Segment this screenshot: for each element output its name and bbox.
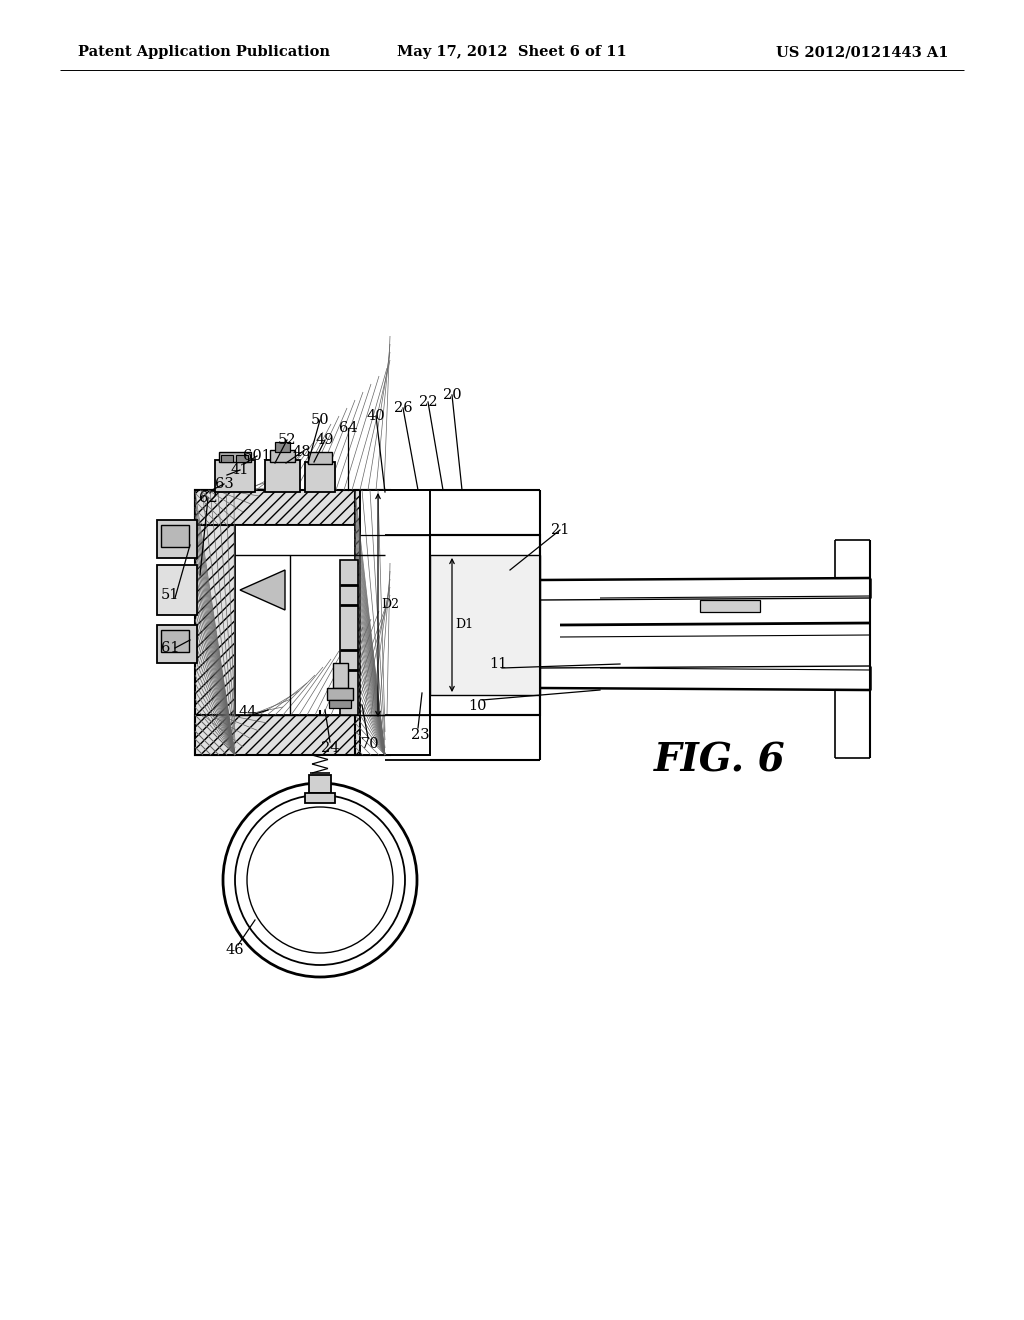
Bar [195, 490, 234, 755]
Bar [157, 565, 197, 615]
Circle shape [247, 807, 393, 953]
Bar [360, 490, 430, 755]
Text: 70: 70 [360, 737, 379, 751]
Text: 64: 64 [339, 421, 357, 436]
Circle shape [234, 795, 406, 965]
Bar [221, 455, 233, 462]
Bar [161, 630, 189, 652]
Bar [195, 715, 390, 755]
Text: 49: 49 [315, 433, 334, 447]
Bar [430, 535, 540, 715]
Text: 50: 50 [310, 413, 330, 426]
Text: 601: 601 [243, 449, 271, 463]
Bar [195, 490, 390, 525]
Bar [275, 442, 290, 451]
Bar [157, 624, 197, 663]
Bar [305, 793, 335, 803]
Text: 61: 61 [161, 642, 179, 655]
Bar [327, 688, 353, 700]
Text: 62: 62 [199, 491, 217, 506]
Bar [329, 700, 351, 708]
Text: 44: 44 [239, 705, 257, 719]
Bar [700, 601, 760, 612]
Text: Patent Application Publication: Patent Application Publication [78, 45, 330, 59]
Bar [333, 663, 348, 688]
Bar [270, 450, 295, 462]
Text: 41: 41 [230, 463, 249, 477]
Bar [430, 554, 540, 696]
Bar [265, 459, 300, 492]
Text: 63: 63 [215, 477, 233, 491]
Bar [215, 459, 255, 492]
Text: D1: D1 [455, 619, 473, 631]
Text: 23: 23 [411, 729, 429, 742]
Text: 22: 22 [419, 395, 437, 409]
Text: US 2012/0121443 A1: US 2012/0121443 A1 [775, 45, 948, 59]
Text: May 17, 2012  Sheet 6 of 11: May 17, 2012 Sheet 6 of 11 [397, 45, 627, 59]
Text: 51: 51 [161, 587, 179, 602]
Text: 20: 20 [442, 388, 462, 403]
Bar [308, 451, 332, 465]
Text: 52: 52 [278, 433, 296, 447]
Bar [340, 560, 358, 715]
Text: 48: 48 [293, 445, 311, 459]
Circle shape [223, 783, 417, 977]
Bar [234, 525, 355, 715]
Text: FIG. 6: FIG. 6 [654, 741, 785, 779]
Bar [309, 775, 331, 793]
Text: 21: 21 [551, 523, 569, 537]
Bar [355, 490, 385, 755]
Bar [157, 520, 197, 558]
Bar [219, 451, 251, 462]
Text: D2: D2 [381, 598, 399, 611]
Bar [305, 462, 335, 492]
Text: 46: 46 [225, 942, 245, 957]
Bar [161, 525, 189, 546]
Text: 40: 40 [367, 409, 385, 422]
Text: 11: 11 [488, 657, 507, 671]
Bar [236, 455, 248, 462]
Polygon shape [240, 570, 285, 610]
Text: 26: 26 [393, 401, 413, 414]
Text: 10: 10 [469, 700, 487, 713]
Text: 24: 24 [321, 741, 339, 755]
